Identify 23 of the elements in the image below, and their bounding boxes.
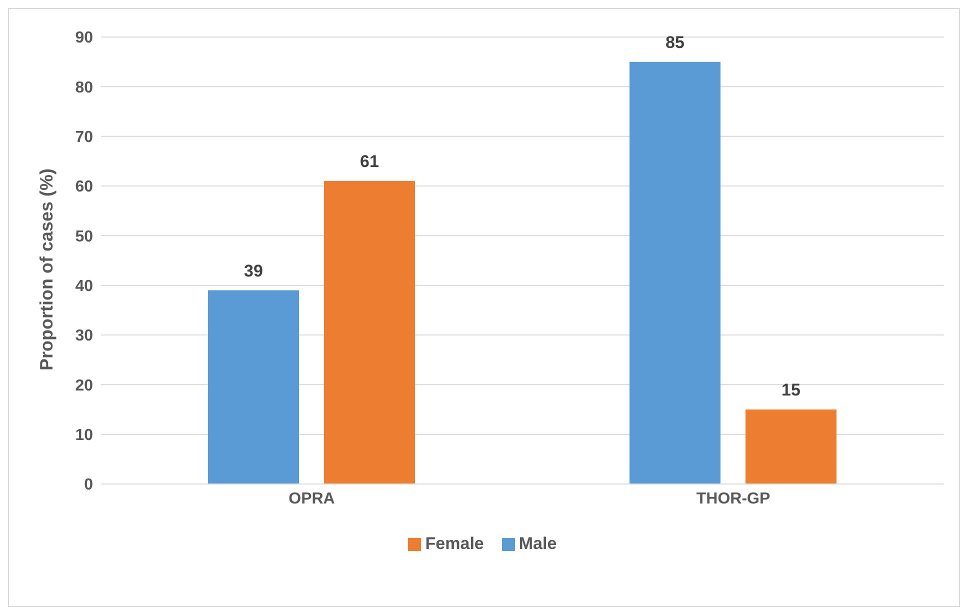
bar xyxy=(208,290,299,484)
y-tick-label: 30 xyxy=(75,328,94,345)
y-tick-label: 10 xyxy=(75,427,94,444)
data-label: 85 xyxy=(666,32,684,52)
y-tick-label: 60 xyxy=(75,178,94,196)
legend-label: Female xyxy=(425,534,484,553)
bar xyxy=(630,62,720,484)
y-tick-label: 90 xyxy=(75,30,94,47)
bar xyxy=(324,181,415,484)
y-tick-label: 80 xyxy=(75,79,94,96)
data-label: 39 xyxy=(244,261,263,280)
data-label: 15 xyxy=(782,380,800,400)
bar xyxy=(746,410,836,484)
y-tick-label: 40 xyxy=(75,278,94,296)
x-tick-label: THOR-GP xyxy=(696,490,770,508)
y-tick-label: 20 xyxy=(75,377,94,394)
y-axis-title: Proportion of cases (%) xyxy=(36,168,56,370)
y-tick-label: 0 xyxy=(84,476,94,494)
legend-label: Male xyxy=(518,534,557,553)
data-label: 61 xyxy=(360,152,379,172)
y-tick-label: 70 xyxy=(75,129,94,146)
x-tick-label: OPRA xyxy=(288,490,336,508)
y-tick-label: 50 xyxy=(75,228,94,246)
